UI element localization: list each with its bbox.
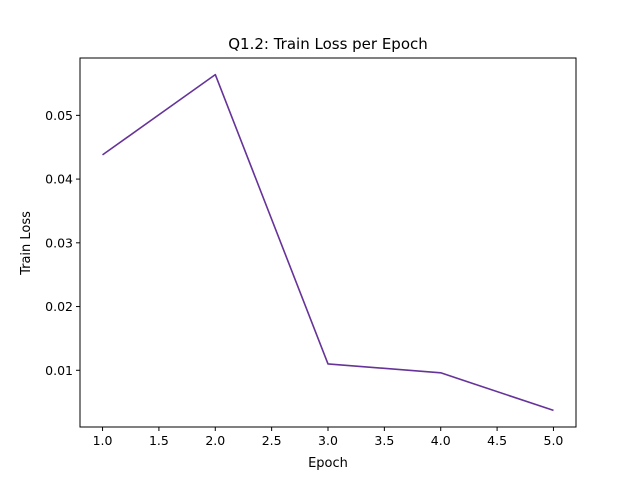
x-tick-label: 3.0 (318, 433, 338, 448)
y-axis: 0.01 0.02 0.03 0.04 0.05 (45, 108, 80, 378)
y-tick-label: 0.03 (45, 235, 73, 250)
y-tick-label: 0.04 (45, 172, 73, 187)
x-tick-label: 4.0 (431, 433, 451, 448)
x-axis-label: Epoch (308, 456, 348, 471)
x-tick-label: 4.5 (487, 433, 507, 448)
train-loss-line (102, 73, 554, 412)
axes-frame (79, 57, 577, 428)
chart-title: Q1.2: Train Loss per Epoch (228, 35, 428, 53)
x-tick-label: 1.5 (149, 433, 169, 448)
plot-area: 1.0 1.5 2.0 2.5 3.0 3.5 4.0 4.5 5.0 0.01 0.02 0.03… (45, 57, 577, 448)
y-tick-label: 0.05 (45, 108, 73, 123)
x-tick-label: 3.5 (374, 433, 394, 448)
x-tick-label: 5.0 (544, 433, 564, 448)
x-tick-label: 2.0 (205, 433, 225, 448)
x-tick-label: 1.0 (93, 433, 113, 448)
y-tick-label: 0.02 (45, 299, 73, 314)
y-tick-label: 0.01 (45, 363, 73, 378)
y-axis-label: Train Loss (19, 211, 34, 276)
x-tick-label: 2.5 (262, 433, 282, 448)
series-layer (102, 73, 554, 412)
x-axis: 1.0 1.5 2.0 2.5 3.0 3.5 4.0 4.5 5.0 (93, 427, 564, 448)
